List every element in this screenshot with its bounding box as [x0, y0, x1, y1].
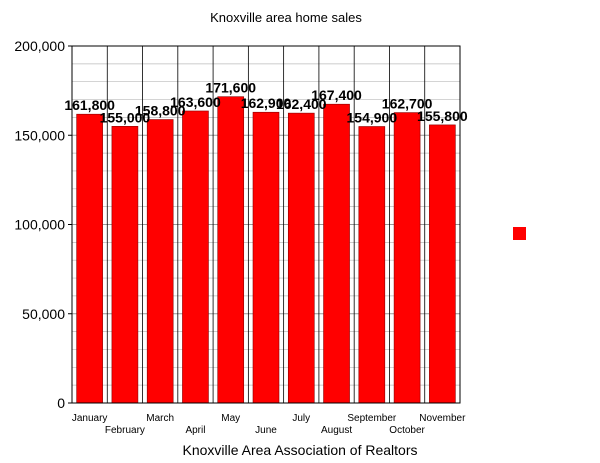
- x-tick-label: June: [255, 425, 277, 436]
- bar-september: [358, 126, 386, 404]
- bars: [76, 96, 456, 404]
- y-tick-label: 150,000: [14, 127, 65, 143]
- bar-may: [217, 96, 245, 404]
- data-label: 171,600: [205, 80, 256, 96]
- bar-october: [393, 112, 421, 404]
- bar-november: [429, 124, 456, 404]
- legend-swatch: [513, 227, 526, 240]
- bar-july: [287, 112, 315, 404]
- y-axis-ticks: 0 50,000 100,000 150,000 200,000: [14, 38, 72, 411]
- x-tick-label: August: [321, 425, 352, 436]
- chart-title: Knoxville area home sales: [210, 10, 362, 25]
- data-label: 162,700: [382, 96, 433, 112]
- bar-march: [146, 119, 174, 404]
- y-tick-label: 100,000: [14, 217, 65, 233]
- data-label: 161,800: [64, 97, 115, 113]
- y-tick-label: 0: [57, 395, 65, 411]
- data-labels: 161,800155,000158,800163,600171,600162,9…: [64, 80, 468, 126]
- data-label: 162,900: [241, 95, 292, 111]
- bar-february: [111, 126, 139, 404]
- bar-june: [252, 111, 280, 404]
- data-label: 167,400: [311, 87, 362, 103]
- data-label: 155,000: [100, 109, 151, 125]
- x-tick-label: January: [72, 413, 108, 424]
- x-tick-label: July: [292, 413, 310, 424]
- y-tick-label: 50,000: [22, 306, 65, 322]
- x-tick-label: April: [185, 425, 205, 436]
- bar-january: [76, 113, 103, 404]
- x-tick-label: October: [389, 425, 425, 436]
- data-label: 158,800: [135, 103, 186, 119]
- bar-april: [182, 110, 209, 404]
- data-label: 154,900: [347, 110, 398, 126]
- x-tick-label: March: [146, 413, 174, 424]
- data-label: 162,400: [276, 96, 327, 112]
- data-label: 163,600: [170, 94, 221, 110]
- x-axis-label: Knoxville Area Association of Realtors: [182, 442, 417, 458]
- x-tick-label: November: [419, 413, 466, 424]
- y-tick-label: 200,000: [14, 38, 65, 54]
- bar-august: [323, 103, 350, 404]
- x-tick-label: September: [347, 413, 397, 424]
- data-label: 155,800: [417, 108, 468, 124]
- x-tick-label: February: [105, 425, 145, 436]
- x-tick-label: May: [221, 413, 240, 424]
